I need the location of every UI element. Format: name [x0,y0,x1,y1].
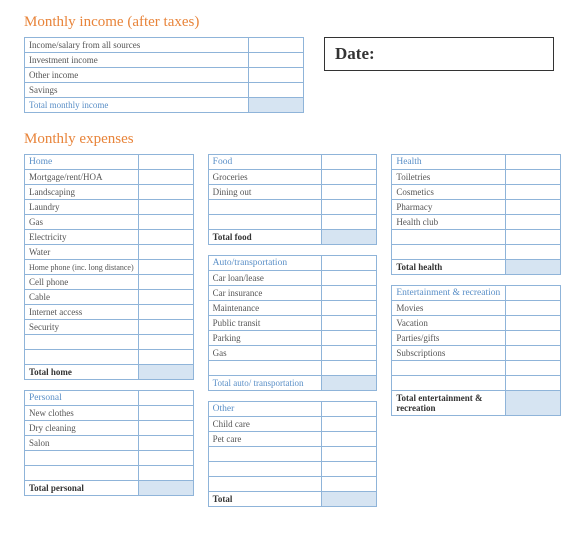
row: Maintenance [208,301,322,316]
row: Salon [25,436,139,451]
row: Electricity [25,230,139,245]
income-val[interactable] [249,83,304,98]
health-total: Total health [392,260,506,275]
row: Gas [25,215,139,230]
row [392,230,506,245]
row: Dining out [208,185,322,200]
row [208,447,322,462]
food-header: Food [208,155,322,170]
row: Internet access [25,305,139,320]
row [208,215,322,230]
health-table: Health Toiletries Cosmetics Pharmacy Hea… [391,154,561,275]
home-total: Total home [25,365,139,380]
row: Health club [392,215,506,230]
auto-total: Total auto/ transportation [208,376,322,391]
row: Groceries [208,170,322,185]
income-row: Other income [25,68,249,83]
row: Public transit [208,316,322,331]
home-header: Home [25,155,139,170]
row: Toiletries [392,170,506,185]
row: Movies [392,301,506,316]
row: Landscaping [25,185,139,200]
expenses-heading: Monthly expenses [24,131,561,148]
income-val[interactable] [249,53,304,68]
personal-total: Total personal [25,481,139,496]
home-table: Home Mortgage/rent/HOA Landscaping Laund… [24,154,194,380]
other-total: Total [208,492,322,507]
income-val[interactable] [249,68,304,83]
row [25,350,139,365]
other-header: Other [208,402,322,417]
col-3: Health Toiletries Cosmetics Pharmacy Hea… [391,154,561,507]
income-val[interactable] [249,38,304,53]
income-heading: Monthly income (after taxes) [24,14,561,31]
row: Dry cleaning [25,421,139,436]
row: Gas [208,346,322,361]
row [392,245,506,260]
ent-table: Entertainment & recreation Movies Vacati… [391,285,561,416]
food-table: Food Groceries Dining out Total food [208,154,378,245]
auto-header: Auto/transportation [208,256,322,271]
income-total-label: Total monthly income [25,98,249,113]
row: Water [25,245,139,260]
row: Pet care [208,432,322,447]
food-total: Total food [208,230,322,245]
row [392,361,506,376]
income-row: Income/salary from all sources [25,38,249,53]
row: Cosmetics [392,185,506,200]
row: Car insurance [208,286,322,301]
income-row: Investment income [25,53,249,68]
row [25,335,139,350]
date-box[interactable]: Date: [324,37,554,71]
row: Subscriptions [392,346,506,361]
row: Parking [208,331,322,346]
col-1: Home Mortgage/rent/HOA Landscaping Laund… [24,154,194,507]
auto-table: Auto/transportation Car loan/lease Car i… [208,255,378,391]
income-total-val [249,98,304,113]
income-row: Savings [25,83,249,98]
row [25,466,139,481]
row: Child care [208,417,322,432]
row [208,477,322,492]
col-2: Food Groceries Dining out Total food Aut… [208,154,378,507]
row: Laundry [25,200,139,215]
row [392,376,506,391]
row: Vacation [392,316,506,331]
row: Parties/gifts [392,331,506,346]
expenses-grid: Home Mortgage/rent/HOA Landscaping Laund… [24,154,561,507]
ent-header: Entertainment & recreation [392,286,506,301]
row: Home phone (inc. long distance) [25,260,139,275]
personal-table: Personal New clothes Dry cleaning Salon … [24,390,194,496]
health-header: Health [392,155,506,170]
income-table-wrap: Income/salary from all sources Investmen… [24,37,304,113]
other-table: Other Child care Pet care Total [208,401,378,507]
row [208,361,322,376]
row [208,200,322,215]
row: Cell phone [25,275,139,290]
row: New clothes [25,406,139,421]
row: Pharmacy [392,200,506,215]
personal-header: Personal [25,391,139,406]
row: Security [25,320,139,335]
row [208,462,322,477]
row: Car loan/lease [208,271,322,286]
row [25,451,139,466]
row: Cable [25,290,139,305]
ent-total: Total entertainment & recreation [392,391,506,416]
row: Mortgage/rent/HOA [25,170,139,185]
income-table: Income/salary from all sources Investmen… [24,37,304,113]
